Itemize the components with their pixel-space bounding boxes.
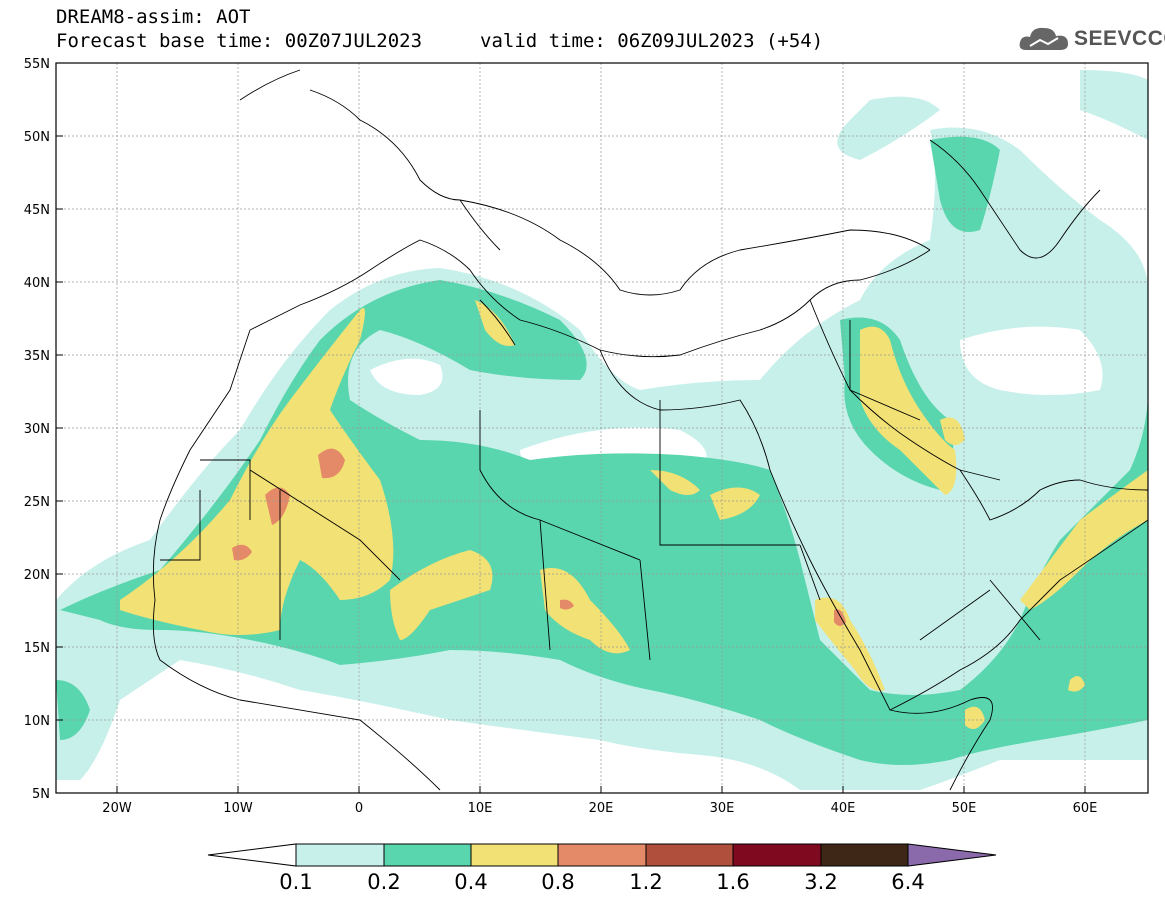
map-title: DREAM8-assim: AOT: [56, 6, 251, 28]
lat-label: 20N: [24, 568, 50, 583]
aot-contours: [56, 70, 1148, 790]
colorbar-label: 1.2: [629, 870, 663, 894]
colorbar-label: 1.6: [716, 870, 750, 894]
lon-label: 10W: [223, 801, 253, 816]
forecast-base-time: Forecast base time: 00Z07JUL2023: [56, 30, 423, 52]
colorbar-segment: [470, 843, 559, 867]
seevccc-logo: SEEVCCC: [1018, 22, 1165, 56]
colorbar-label: 6.4: [891, 870, 925, 894]
colorbar-high-arrow: [907, 843, 997, 867]
lat-label: 5N: [32, 787, 50, 802]
cloud-icon: [1019, 27, 1068, 50]
lat-label: 55N: [24, 57, 50, 72]
longitude-labels: 20W 10W 0 10E 20E 30E 40E 50E 60E: [102, 801, 1097, 816]
colorbar-low-arrow: [207, 843, 297, 867]
lon-label: 60E: [1073, 801, 1098, 816]
lon-label: 30E: [710, 801, 735, 816]
valid-time: valid time: 06Z09JUL2023 (+54): [480, 30, 824, 52]
graticule: [56, 63, 1148, 793]
lat-label: 35N: [24, 349, 50, 364]
colorbar-segment: [383, 843, 472, 867]
colorbar-segment: [557, 843, 647, 867]
lon-label: 20E: [589, 801, 614, 816]
lat-label: 10N: [24, 714, 50, 729]
lat-label: 50N: [24, 130, 50, 145]
lat-label: 30N: [24, 422, 50, 437]
coastlines: [152, 69, 1148, 791]
colorbar-segment: [732, 843, 822, 867]
colorbar-label: 0.4: [454, 870, 488, 894]
lat-label: 25N: [24, 495, 50, 510]
latitude-labels: 55N 50N 45N 40N 35N 30N 25N 20N 15N 10N …: [24, 57, 50, 802]
colorbar-segment: [820, 843, 909, 867]
lat-label: 15N: [24, 641, 50, 656]
lon-label: 40E: [831, 801, 856, 816]
lon-label: 50E: [952, 801, 977, 816]
colorbar-segment: [645, 843, 734, 867]
lat-label: 40N: [24, 276, 50, 291]
colorbar: [207, 843, 997, 867]
lat-label: 45N: [24, 203, 50, 218]
logo-text: SEEVCCC: [1074, 27, 1165, 50]
lon-label: 20W: [102, 801, 132, 816]
colorbar-label: 3.2: [804, 870, 838, 894]
colorbar-label: 0.8: [541, 870, 575, 894]
colorbar-segment: [295, 843, 385, 867]
lon-label: 10E: [468, 801, 493, 816]
lon-label: 0: [355, 801, 363, 816]
colorbar-label: 0.1: [279, 870, 313, 894]
colorbar-label: 0.2: [367, 870, 401, 894]
axis-ticks: [56, 62, 1086, 793]
